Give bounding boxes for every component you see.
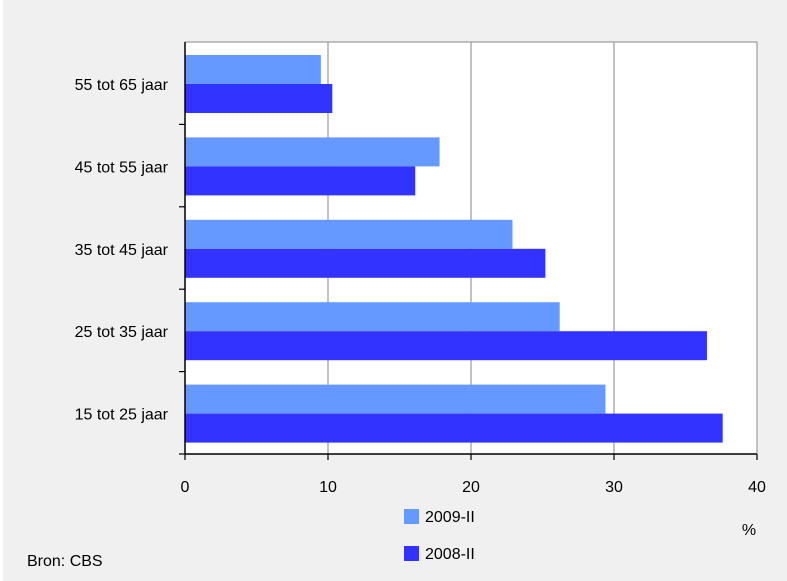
bar-2008-II-4 bbox=[185, 413, 723, 443]
category-labels: 55 tot 65 jaar 45 tot 55 jaar 35 tot 45 ja… bbox=[75, 77, 185, 455]
bar-2009-II-3 bbox=[185, 302, 560, 332]
x-tick-label-0: 0 bbox=[181, 479, 190, 496]
bar-2009-II-0 bbox=[185, 55, 321, 84]
x-tick-label-40: 40 bbox=[748, 479, 766, 496]
source-label: Bron: CBS bbox=[27, 553, 103, 570]
category-label: 15 tot 25 jaar bbox=[75, 407, 169, 424]
bar-2009-II-4 bbox=[185, 384, 606, 414]
bar-2008-II-2 bbox=[185, 248, 546, 278]
bar-2009-II-1 bbox=[185, 137, 440, 167]
bar-2009-II-2 bbox=[185, 219, 513, 249]
x-tick-label-10: 10 bbox=[319, 479, 337, 496]
legend: 2009-II 2008-II bbox=[404, 509, 475, 563]
x-ticks: 0 10 20 30 40 bbox=[181, 454, 766, 496]
bar-2008-II-3 bbox=[185, 331, 707, 361]
category-label: 55 tot 65 jaar bbox=[75, 77, 169, 94]
bars bbox=[185, 55, 723, 443]
legend-swatch-2008-II bbox=[404, 546, 419, 561]
x-tick-label-20: 20 bbox=[462, 479, 480, 496]
category-label: 45 tot 55 jaar bbox=[75, 159, 169, 176]
x-axis-unit-label: % bbox=[742, 522, 756, 539]
category-label: 35 tot 45 jaar bbox=[75, 242, 169, 259]
legend-swatch-2009-II bbox=[404, 509, 419, 524]
bar-2008-II-1 bbox=[185, 166, 416, 196]
x-tick-label-30: 30 bbox=[605, 479, 623, 496]
legend-label-2009-II: 2009-II bbox=[425, 509, 475, 526]
bar-2008-II-0 bbox=[185, 84, 333, 113]
legend-label-2008-II: 2008-II bbox=[425, 546, 475, 563]
category-label: 25 tot 35 jaar bbox=[75, 324, 169, 341]
